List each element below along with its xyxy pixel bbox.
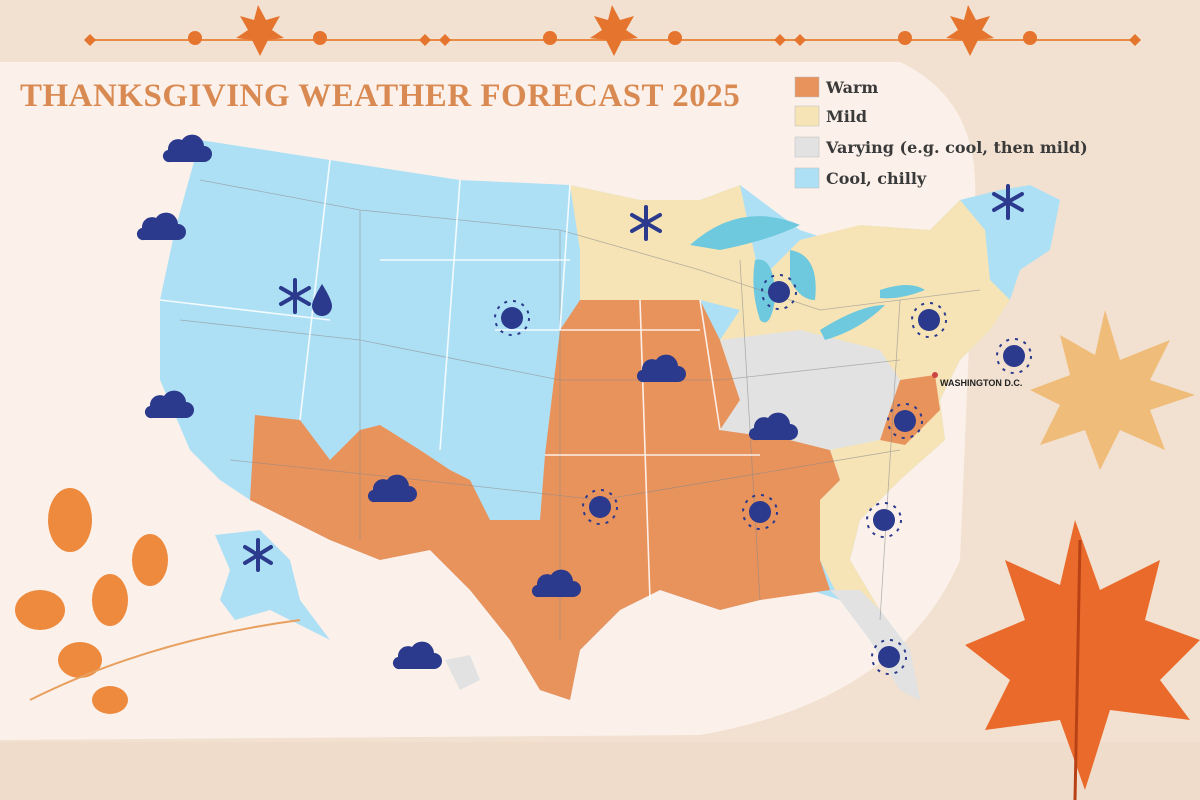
decor-leaves <box>15 310 1200 800</box>
region-warm-east <box>880 375 940 445</box>
sun-icon <box>996 338 1032 374</box>
city-label: WASHINGTON D.C. <box>940 378 1022 388</box>
weather-icons <box>136 134 1032 675</box>
region-mild-north <box>570 185 760 310</box>
cloud-icon <box>136 212 186 241</box>
legend-label: Mild <box>826 107 867 126</box>
legend-swatch <box>794 105 820 127</box>
region-cool-alaska <box>215 530 330 640</box>
state-borders <box>159 159 760 601</box>
sun-icon <box>761 274 797 310</box>
legend-label: Cool, chilly <box>826 169 927 188</box>
cloud-icon <box>144 390 194 419</box>
legend-label: Warm <box>825 78 878 97</box>
cloud-icon <box>367 474 417 503</box>
title: THANKSGIVING WEATHER FORECAST 2025 <box>20 78 740 114</box>
garland-leaves <box>84 5 1141 56</box>
legend-label: Varying (e.g. cool, then mild) <box>825 138 1088 157</box>
snowflakes <box>243 184 1024 572</box>
legend-swatch <box>794 136 820 158</box>
sun-icon <box>866 502 902 538</box>
sun-icon <box>911 302 947 338</box>
sun-icon <box>582 489 618 525</box>
legend-swatch <box>794 76 820 98</box>
legend: Warm Mild Varying (e.g. cool, then mild) Co… <box>794 76 1088 189</box>
legend-swatch <box>794 167 820 189</box>
capital-marker <box>932 372 938 378</box>
sun-icon <box>742 494 778 530</box>
map: WASHINGTON D.C. <box>159 140 1060 700</box>
cloud-icon <box>162 134 212 163</box>
sun-icon <box>871 639 907 675</box>
garland <box>84 5 1141 56</box>
cloud-icon <box>392 641 442 670</box>
region-hawaii <box>445 655 480 690</box>
sun-icon <box>494 300 530 336</box>
sun-icon <box>887 403 923 439</box>
region-warm <box>250 300 840 700</box>
cloud-icon <box>748 412 798 441</box>
rain-drop <box>312 284 332 316</box>
footer-band <box>0 742 1200 800</box>
cloud-icon <box>531 569 581 598</box>
cloud-icon <box>636 354 686 383</box>
